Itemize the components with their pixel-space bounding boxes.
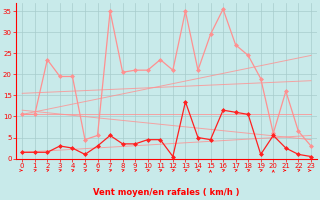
X-axis label: Vent moyen/en rafales ( km/h ): Vent moyen/en rafales ( km/h ) <box>93 188 240 197</box>
